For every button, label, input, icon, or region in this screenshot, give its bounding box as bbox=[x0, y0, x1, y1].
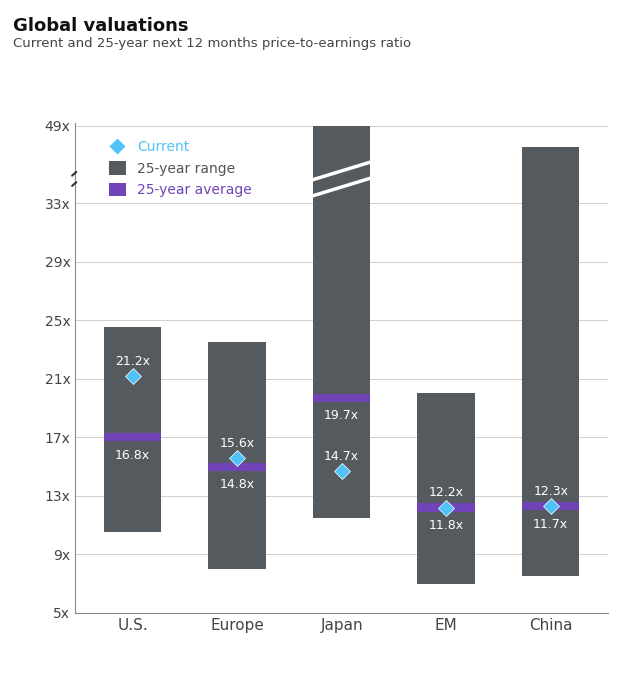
Text: 19.7x: 19.7x bbox=[324, 409, 359, 422]
Bar bbox=[418, 503, 475, 511]
Text: 12.2x: 12.2x bbox=[429, 486, 464, 499]
Text: 14.8x: 14.8x bbox=[219, 478, 255, 491]
Text: 21.2x: 21.2x bbox=[115, 355, 150, 368]
Bar bbox=[313, 394, 371, 402]
Legend: Current, 25-year range, 25-year average: Current, 25-year range, 25-year average bbox=[103, 134, 257, 202]
Text: 16.8x: 16.8x bbox=[115, 449, 150, 462]
Bar bbox=[208, 342, 266, 569]
Text: 11.7x: 11.7x bbox=[533, 518, 568, 530]
Text: 11.8x: 11.8x bbox=[429, 519, 464, 533]
Bar bbox=[104, 328, 162, 533]
Text: 15.6x: 15.6x bbox=[219, 437, 255, 449]
Bar bbox=[104, 433, 162, 441]
Bar bbox=[208, 462, 266, 471]
Text: Current and 25-year next 12 months price-to-earnings ratio: Current and 25-year next 12 months price… bbox=[13, 37, 411, 50]
Bar bbox=[418, 394, 475, 584]
Bar bbox=[313, 126, 371, 518]
Text: 14.7x: 14.7x bbox=[324, 450, 359, 463]
Text: Global valuations: Global valuations bbox=[13, 17, 188, 35]
Text: 12.3x: 12.3x bbox=[533, 485, 568, 498]
Bar bbox=[522, 147, 579, 576]
Bar bbox=[522, 502, 579, 510]
